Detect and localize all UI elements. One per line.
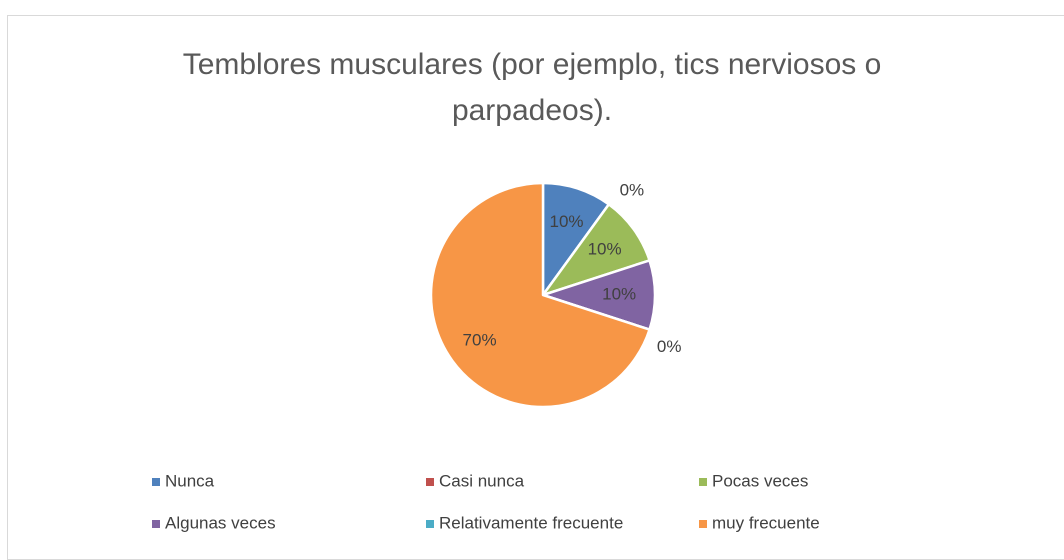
legend-swatch bbox=[426, 520, 434, 528]
data-label: 10% bbox=[602, 284, 636, 303]
legend-swatch bbox=[699, 520, 707, 528]
legend-swatch bbox=[152, 478, 160, 486]
data-label: 0% bbox=[657, 337, 682, 356]
data-label: 0% bbox=[620, 181, 645, 200]
chart-title: Temblores musculares (por ejemplo, tics … bbox=[182, 48, 882, 127]
legend-label: muy frecuente bbox=[712, 513, 820, 532]
data-label: 70% bbox=[463, 331, 497, 350]
legend-label: Casi nunca bbox=[439, 471, 525, 490]
legend-swatch bbox=[152, 520, 160, 528]
legend-label: Relativamente frecuente bbox=[439, 513, 623, 532]
data-label: 10% bbox=[588, 240, 622, 259]
legend-label: Pocas veces bbox=[712, 471, 808, 490]
pie-slice bbox=[429, 181, 651, 409]
data-label: 10% bbox=[550, 212, 584, 231]
legend-label: Algunas veces bbox=[165, 513, 276, 532]
legend-swatch bbox=[426, 478, 434, 486]
legend-label: Nunca bbox=[165, 471, 215, 490]
legend-swatch bbox=[699, 478, 707, 486]
